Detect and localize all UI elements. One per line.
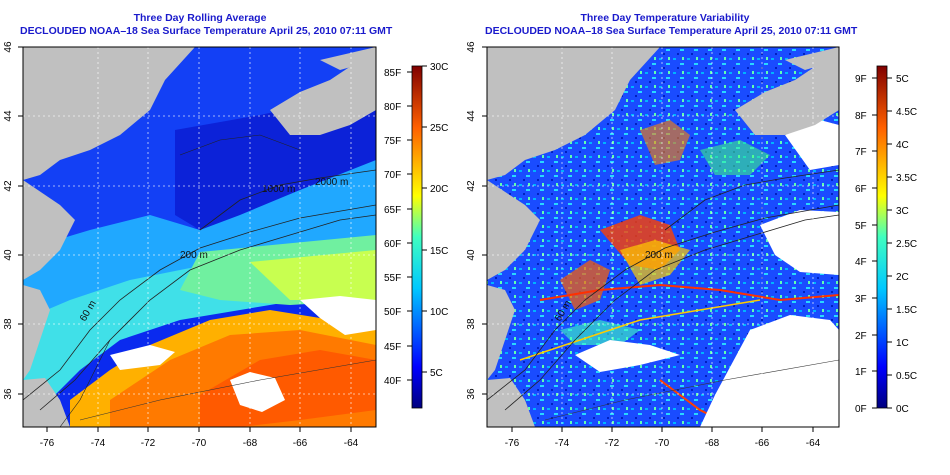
right-x-axis: -76 -74 -72 -70 -68 -66 -64: [505, 427, 821, 449]
right-cb-c: 2.5C: [896, 239, 917, 250]
right-lon-tick: -68: [705, 438, 720, 449]
right-lon-tick: -64: [806, 438, 821, 449]
right-cb-f: 1F: [855, 367, 867, 378]
right-cb-f: 8F: [855, 111, 867, 122]
right-cb-c: 5C: [896, 74, 909, 85]
right-lon-tick: -76: [505, 438, 520, 449]
left-cb-f: 40F: [384, 376, 401, 387]
left-title-line1: Three Day Rolling Average: [133, 12, 267, 24]
right-cb-c: 3.5C: [896, 173, 917, 184]
left-cb-f: 70F: [384, 170, 401, 181]
left-lat-tick: 38: [3, 318, 14, 330]
left-cb-f: 55F: [384, 273, 401, 284]
right-cb-f: 4F: [855, 257, 867, 268]
left-lon-tick: -76: [40, 438, 55, 449]
right-lat-tick: 38: [466, 318, 477, 330]
right-lon-tick: -70: [655, 438, 670, 449]
left-lat-tick: 44: [3, 110, 14, 122]
left-cb-c: 10C: [430, 307, 448, 318]
right-lon-tick: -74: [555, 438, 570, 449]
left-lon-tick: -74: [91, 438, 106, 449]
right-lat-tick: 44: [466, 110, 477, 122]
left-lat-tick: 36: [3, 388, 14, 400]
left-lon-tick: -66: [293, 438, 308, 449]
right-cb-c: 1C: [896, 338, 909, 349]
left-lon-tick: -70: [192, 438, 207, 449]
left-colorbar: 85F 80F 75F 70F 65F 60F 55F 50F 45F 40F …: [384, 62, 448, 409]
right-lat-tick: 40: [466, 249, 477, 261]
right-lat-tick: 46: [466, 41, 477, 53]
right-cb-f: 0F: [855, 404, 867, 415]
right-map: [487, 47, 839, 427]
left-cb-f: 60F: [384, 239, 401, 250]
right-cb-c: 3C: [896, 206, 909, 217]
right-map-frame: [486, 46, 840, 428]
left-lon-tick: -64: [344, 438, 359, 449]
left-lon-tick: -72: [141, 438, 156, 449]
left-contour-1000: 1000 m: [262, 184, 295, 195]
left-grid: [23, 47, 376, 427]
right-cb-c: 4C: [896, 140, 909, 151]
left-y-axis: 36 38 40 42 44 46: [3, 41, 23, 400]
left-cb-f: 75F: [384, 136, 401, 147]
right-colorbar: 9F 8F 7F 6F 5F 4F 3F 2F 1F 0F 5C 4.5C 4C…: [855, 65, 917, 415]
left-cb-f: 65F: [384, 205, 401, 216]
right-title-line2: DECLOUDED NOAA–18 Sea Surface Temperatur…: [485, 25, 858, 37]
right-lat-tick: 36: [466, 388, 477, 400]
right-cb-f: 2F: [855, 331, 867, 342]
right-cb-f: 7F: [855, 147, 867, 158]
right-y-axis: 36 38 40 42 44 46: [466, 41, 487, 400]
right-cb-c: 1.5C: [896, 305, 917, 316]
left-title-line2: DECLOUDED NOAA–18 Sea Surface Temperatur…: [20, 25, 393, 37]
right-title-line1: Three Day Temperature Variability: [580, 12, 750, 24]
left-cb-f: 85F: [384, 68, 401, 79]
left-map: [23, 47, 376, 427]
right-lat-tick: 42: [466, 180, 477, 192]
right-cb-f: 6F: [855, 184, 867, 195]
left-x-axis: -76 -74 -72 -70 -68 -66 -64: [40, 427, 359, 449]
left-contour-200: 200 m: [180, 250, 208, 261]
left-cb-f: 80F: [384, 102, 401, 113]
left-cb-c: 25C: [430, 123, 448, 134]
left-cb-f: 50F: [384, 307, 401, 318]
right-cb-f: 9F: [855, 74, 867, 85]
left-lat-tick: 42: [3, 180, 14, 192]
right-lon-tick: -66: [755, 438, 770, 449]
right-cb-f: 3F: [855, 294, 867, 305]
right-grid: [487, 47, 839, 427]
right-cb-f: 5F: [855, 221, 867, 232]
left-cb-f: 45F: [384, 342, 401, 353]
left-lon-tick: -68: [243, 438, 258, 449]
right-cb-c: 0.5C: [896, 371, 917, 382]
right-cb-c: 0C: [896, 404, 909, 415]
right-cb-c: 2C: [896, 272, 909, 283]
right-contour-200: 200 m: [645, 250, 673, 261]
left-cb-c: 15C: [430, 246, 448, 257]
right-cb-c: 4.5C: [896, 107, 917, 118]
left-cb-c: 20C: [430, 184, 448, 195]
left-lat-tick: 40: [3, 249, 14, 261]
left-cb-c: 30C: [430, 62, 448, 73]
right-lon-tick: -72: [605, 438, 620, 449]
left-cb-c: 5C: [430, 368, 443, 379]
left-contour-2000: 2000 m: [315, 177, 348, 188]
left-lat-tick: 46: [3, 41, 14, 53]
